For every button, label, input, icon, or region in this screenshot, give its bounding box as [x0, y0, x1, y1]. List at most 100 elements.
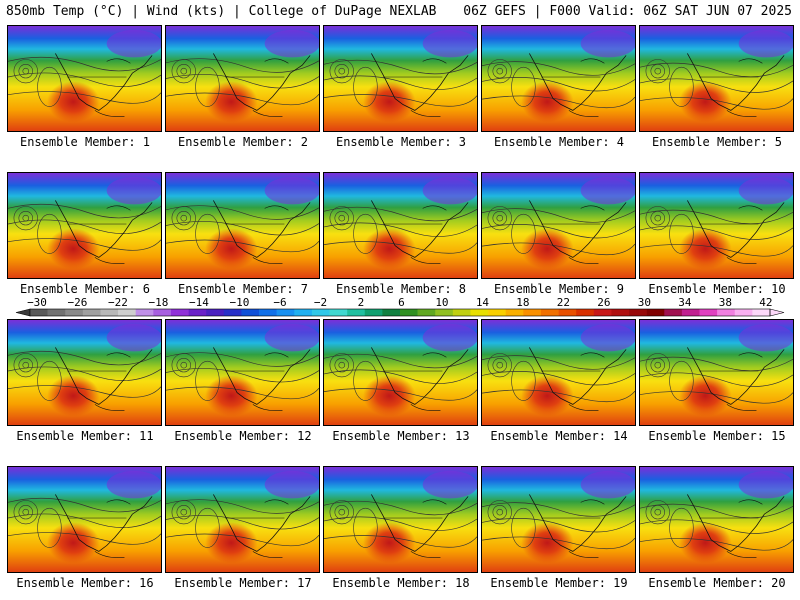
- ensemble-map-panel: [639, 466, 794, 573]
- colorbar-swatch: [505, 309, 524, 316]
- ensemble-map-panel: [639, 25, 794, 132]
- ensemble-member-caption: Ensemble Member: 13: [332, 429, 470, 443]
- colorbar-swatch: [400, 309, 418, 316]
- ensemble-map-panel: [7, 319, 162, 426]
- ensemble-member-caption: Ensemble Member: 19: [490, 576, 628, 590]
- colorbar-swatch: [699, 309, 718, 316]
- colorbar-swatch: [170, 309, 189, 316]
- ensemble-map-panel: [165, 466, 320, 573]
- ensemble-member-caption: Ensemble Member: 1: [19, 135, 151, 149]
- colorbar-tick-label: −18: [149, 296, 169, 309]
- colorbar-outline: [29, 308, 771, 317]
- colorbar-swatch: [364, 309, 383, 316]
- ensemble-map-panel: [481, 25, 636, 132]
- ensemble-member-caption: Ensemble Member: 6: [19, 282, 151, 296]
- ensemble-member-caption: Ensemble Member: 20: [648, 576, 786, 590]
- ensemble-member-caption: Ensemble Member: 9: [493, 282, 625, 296]
- ensemble-map-panel: [7, 466, 162, 573]
- header-title: 850mb Temp (°C) | Wind (kts) | College o…: [6, 4, 437, 19]
- colorbar-swatch: [576, 309, 595, 316]
- colorbar-tick-label: −30: [27, 296, 47, 309]
- colorbar-tick-label: 2: [358, 296, 365, 309]
- colorbar-swatch: [611, 309, 630, 316]
- colorbar-swatch: [276, 309, 295, 316]
- ensemble-member-caption: Ensemble Member: 10: [648, 282, 786, 296]
- ensemble-member-caption: Ensemble Member: 8: [335, 282, 467, 296]
- colorbar-swatch: [558, 309, 577, 316]
- colorbar-swatch: [734, 309, 753, 316]
- ensemble-map-panel: [481, 319, 636, 426]
- ensemble-map-panel: [323, 172, 478, 279]
- colorbar-tick-label: −10: [230, 296, 250, 309]
- ensemble-map-panel: [481, 466, 636, 573]
- ensemble-member-caption: Ensemble Member: 16: [16, 576, 154, 590]
- ensemble-map-panel: [165, 319, 320, 426]
- colorbar-swatch: [347, 309, 366, 316]
- colorbar-arrow-right: [769, 308, 785, 317]
- ensemble-map-panel: [165, 172, 320, 279]
- ensemble-map-panel: [323, 25, 478, 132]
- colorbar-swatch: [82, 309, 101, 316]
- ensemble-member-caption: Ensemble Member: 5: [651, 135, 783, 149]
- colorbar-swatch: [382, 309, 401, 316]
- colorbar-swatch: [118, 309, 137, 316]
- ensemble-member-caption: Ensemble Member: 2: [177, 135, 309, 149]
- colorbar-swatch: [259, 309, 277, 316]
- colorbar-tick-label: 10: [435, 296, 448, 309]
- ensemble-map-panel: [7, 172, 162, 279]
- colorbar-swatch: [646, 309, 665, 316]
- colorbar-tick-label: 30: [638, 296, 651, 309]
- colorbar-swatch: [664, 309, 683, 316]
- colorbar-swatch: [223, 309, 242, 316]
- ensemble-member-caption: Ensemble Member: 17: [174, 576, 312, 590]
- ensemble-member-caption: Ensemble Member: 7: [177, 282, 309, 296]
- colorbar-tick-label: 26: [597, 296, 610, 309]
- colorbar-tick-label: 42: [759, 296, 772, 309]
- colorbar-swatch: [752, 309, 771, 316]
- header-valid-time: 06Z GEFS | F000 Valid: 06Z SAT JUN 07 20…: [463, 4, 792, 19]
- colorbar-swatch: [311, 309, 330, 316]
- colorbar-swatch: [241, 309, 260, 316]
- colorbar-arrow-left: [15, 308, 31, 317]
- colorbar-tick-label: 6: [398, 296, 405, 309]
- colorbar-swatch: [681, 309, 700, 316]
- ensemble-member-caption: Ensemble Member: 15: [648, 429, 786, 443]
- ensemble-member-caption: Ensemble Member: 12: [174, 429, 312, 443]
- ensemble-map-panel: [323, 466, 478, 573]
- temperature-colorbar: −30 −26 −22 −18 −14 −10 −6 −2 2 6 10 14 18 22 26 30 34 38…: [15, 296, 785, 317]
- ensemble-map-panel: [7, 25, 162, 132]
- ensemble-map-panel: [323, 319, 478, 426]
- colorbar-swatch: [135, 309, 154, 316]
- colorbar-tick-label: −14: [189, 296, 209, 309]
- colorbar-tick-label: 18: [516, 296, 529, 309]
- colorbar-tick-label: 34: [678, 296, 692, 309]
- ensemble-member-caption: Ensemble Member: 14: [490, 429, 628, 443]
- colorbar-swatch: [523, 309, 542, 316]
- colorbar-swatch: [540, 309, 559, 316]
- colorbar-swatch: [488, 309, 507, 316]
- ensemble-map-panel: [481, 172, 636, 279]
- ensemble-map-panel: [639, 319, 794, 426]
- colorbar-swatch: [188, 309, 207, 316]
- ensemble-map-panel: [165, 25, 320, 132]
- colorbar-swatch: [100, 309, 119, 316]
- colorbar-tick-label: 38: [719, 296, 732, 309]
- ensemble-member-caption: Ensemble Member: 3: [335, 135, 467, 149]
- colorbar-swatch: [47, 309, 66, 316]
- colorbar-swatch: [435, 309, 454, 316]
- colorbar-tick-label: −22: [108, 296, 128, 309]
- ensemble-map-panel: [639, 172, 794, 279]
- ensemble-member-caption: Ensemble Member: 11: [16, 429, 154, 443]
- colorbar-tick-label: −26: [68, 296, 88, 309]
- colorbar-swatch: [593, 309, 612, 316]
- colorbar-swatch: [206, 309, 225, 316]
- colorbar-swatch: [153, 309, 172, 316]
- colorbar-swatch: [717, 309, 736, 316]
- colorbar-swatch: [470, 309, 489, 316]
- colorbar-swatch: [452, 309, 471, 316]
- colorbar-tick-label: 22: [557, 296, 570, 309]
- colorbar-tick-label: −6: [273, 296, 286, 309]
- colorbar-swatch: [65, 309, 84, 316]
- ensemble-member-caption: Ensemble Member: 4: [493, 135, 625, 149]
- colorbar-swatch: [30, 309, 48, 316]
